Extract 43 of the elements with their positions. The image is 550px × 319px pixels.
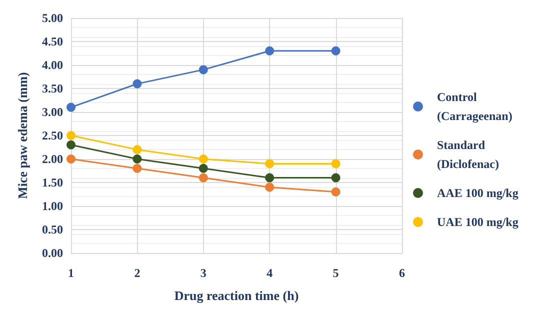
point xyxy=(198,154,208,164)
point xyxy=(198,164,208,173)
point xyxy=(265,159,274,168)
point xyxy=(331,46,340,56)
y-tick-label: 0.00 xyxy=(42,246,63,260)
point xyxy=(198,173,208,182)
x-tick-label: 1 xyxy=(68,266,74,280)
y-tick-label: 1.00 xyxy=(42,199,63,213)
point xyxy=(66,140,76,150)
point xyxy=(265,46,274,56)
legend-label: AAE 100 mg/kg xyxy=(437,186,518,200)
y-tick-label: 2.00 xyxy=(42,152,63,166)
point xyxy=(331,187,340,196)
point xyxy=(66,131,76,140)
y-tick-label: 4.50 xyxy=(42,34,63,48)
point xyxy=(198,65,208,74)
x-tick-label: 6 xyxy=(399,266,405,280)
x-tick-label: 2 xyxy=(134,266,140,280)
legend-label: UAE 100 mg/kg xyxy=(437,215,518,229)
legend-label: Control (Carrageenan) xyxy=(437,90,512,123)
point xyxy=(132,145,142,154)
y-tick-label: 3.00 xyxy=(42,105,63,119)
point xyxy=(66,102,76,112)
legend-label: Standard (Diclofenac) xyxy=(437,138,499,171)
y-tick-label: 2.50 xyxy=(42,128,63,142)
x-tick-label: 5 xyxy=(332,266,339,280)
x-tick-label: 4 xyxy=(266,266,273,280)
point xyxy=(132,164,142,173)
point xyxy=(66,154,76,164)
y-tick-label: 1.50 xyxy=(42,176,63,190)
y-tick-label: 4.00 xyxy=(42,58,63,72)
y-axis-title: Mice paw edema (mm) xyxy=(15,72,30,199)
y-tick-label: 5.00 xyxy=(42,11,63,25)
y-tick-label: 0.50 xyxy=(42,222,63,236)
point xyxy=(132,154,142,164)
point xyxy=(265,173,274,182)
point xyxy=(132,79,142,88)
y-tick-label: 3.50 xyxy=(42,82,63,96)
x-axis-title: Drug reaction time (h) xyxy=(174,288,299,303)
point xyxy=(331,159,340,168)
point xyxy=(265,182,274,192)
x-tick-label: 3 xyxy=(200,266,206,280)
point xyxy=(331,173,340,182)
